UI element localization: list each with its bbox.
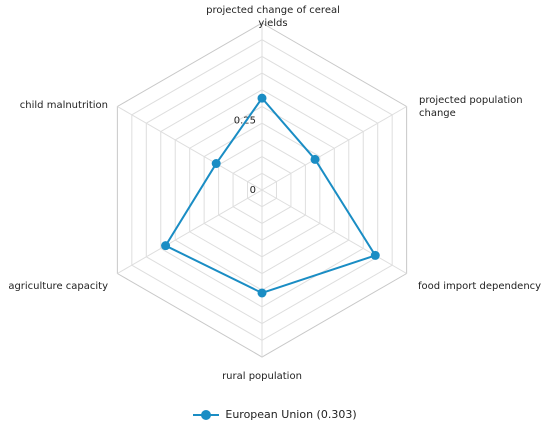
grid-spoke [261, 106, 407, 191]
data-point [211, 159, 221, 169]
axis-label: food import dependency [418, 281, 541, 292]
axis-label: agriculture capacity [8, 281, 108, 292]
axis-label: rural population [222, 371, 302, 382]
data-point [310, 154, 320, 164]
data-point [161, 241, 171, 251]
radial-tick-label: 0 [250, 185, 256, 196]
data-point [257, 288, 267, 298]
axis-label: projected change of cereal yields [206, 5, 340, 29]
legend-series-label: European Union (0.303) [225, 408, 357, 421]
chart-legend[interactable]: European Union (0.303) [0, 408, 550, 421]
grid-spoke [261, 189, 407, 274]
axis-label: child malnutrition [20, 100, 108, 111]
grid-spoke [117, 106, 263, 191]
grid-spoke [117, 189, 263, 274]
data-point [257, 93, 267, 103]
data-point [370, 250, 380, 260]
legend-series-marker [193, 409, 220, 421]
axis-label: projected population change [419, 95, 523, 119]
